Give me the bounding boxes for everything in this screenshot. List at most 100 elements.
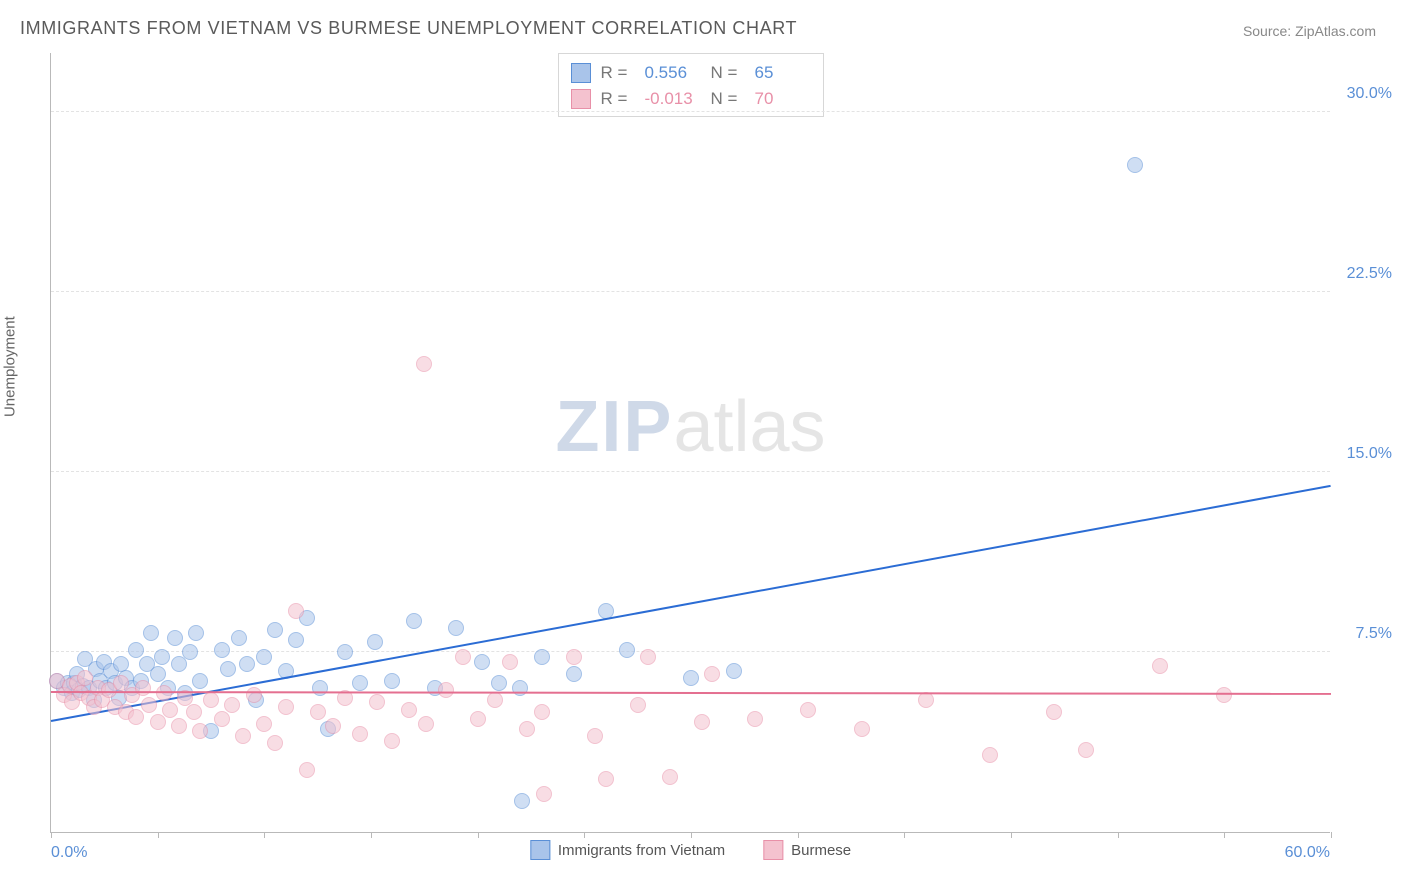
scatter-point bbox=[235, 728, 251, 744]
scatter-point bbox=[256, 649, 272, 665]
n-value-vietnam: 65 bbox=[755, 60, 811, 86]
x-tick bbox=[51, 832, 52, 838]
scatter-point bbox=[312, 680, 328, 696]
y-tick-label: 22.5% bbox=[1347, 265, 1392, 283]
watermark-atlas: atlas bbox=[673, 387, 825, 467]
n-value-burmese: 70 bbox=[755, 86, 811, 112]
scatter-point bbox=[384, 673, 400, 689]
scatter-point bbox=[854, 721, 870, 737]
scatter-point bbox=[487, 692, 503, 708]
scatter-point bbox=[288, 632, 304, 648]
scatter-point bbox=[135, 680, 151, 696]
scatter-point bbox=[438, 682, 454, 698]
scatter-point bbox=[203, 692, 219, 708]
watermark: ZIPatlas bbox=[555, 386, 825, 468]
swatch-vietnam bbox=[571, 63, 591, 83]
scatter-point bbox=[455, 649, 471, 665]
x-tick bbox=[1331, 832, 1332, 838]
scatter-point bbox=[619, 642, 635, 658]
scatter-point bbox=[514, 793, 530, 809]
scatter-point bbox=[192, 723, 208, 739]
scatter-point bbox=[150, 714, 166, 730]
scatter-point bbox=[1078, 742, 1094, 758]
scatter-point bbox=[192, 673, 208, 689]
scatter-point bbox=[220, 661, 236, 677]
scatter-point bbox=[747, 711, 763, 727]
scatter-point bbox=[337, 644, 353, 660]
scatter-point bbox=[288, 603, 304, 619]
n-label: N = bbox=[711, 86, 745, 112]
scatter-point bbox=[299, 762, 315, 778]
scatter-point bbox=[278, 699, 294, 715]
scatter-point bbox=[502, 654, 518, 670]
scatter-point bbox=[224, 697, 240, 713]
scatter-point bbox=[566, 649, 582, 665]
scatter-point bbox=[418, 716, 434, 732]
scatter-point bbox=[182, 644, 198, 660]
scatter-point bbox=[369, 694, 385, 710]
source-prefix: Source: bbox=[1243, 23, 1295, 39]
scatter-point bbox=[141, 697, 157, 713]
scatter-point bbox=[662, 769, 678, 785]
x-tick bbox=[904, 832, 905, 838]
x-tick bbox=[1118, 832, 1119, 838]
r-value-vietnam: 0.556 bbox=[645, 60, 701, 86]
scatter-point bbox=[256, 716, 272, 732]
scatter-point bbox=[630, 697, 646, 713]
scatter-point bbox=[128, 709, 144, 725]
scatter-point bbox=[726, 663, 742, 679]
scatter-point bbox=[154, 649, 170, 665]
scatter-point bbox=[231, 630, 247, 646]
x-tick-max: 60.0% bbox=[1285, 844, 1330, 862]
scatter-point bbox=[566, 666, 582, 682]
scatter-point bbox=[534, 704, 550, 720]
chart-source: Source: ZipAtlas.com bbox=[1243, 23, 1376, 39]
watermark-zip: ZIP bbox=[555, 387, 673, 467]
legend-label-vietnam: Immigrants from Vietnam bbox=[558, 842, 725, 859]
scatter-point bbox=[491, 675, 507, 691]
scatter-point bbox=[982, 747, 998, 763]
chart-container: Unemployment ZIPatlas R = 0.556 N = 65 R… bbox=[0, 43, 1406, 875]
scatter-point bbox=[352, 675, 368, 691]
scatter-point bbox=[267, 735, 283, 751]
swatch-burmese bbox=[763, 840, 783, 860]
scatter-point bbox=[352, 726, 368, 742]
stats-row-vietnam: R = 0.556 N = 65 bbox=[571, 60, 811, 86]
scatter-point bbox=[406, 613, 422, 629]
gridline bbox=[51, 471, 1330, 472]
chart-title: IMMIGRANTS FROM VIETNAM VS BURMESE UNEMP… bbox=[20, 18, 797, 39]
y-tick-label: 15.0% bbox=[1347, 445, 1392, 463]
scatter-point bbox=[704, 666, 720, 682]
legend-item-burmese: Burmese bbox=[763, 840, 851, 860]
y-tick-label: 7.5% bbox=[1356, 625, 1392, 643]
scatter-point bbox=[519, 721, 535, 737]
bottom-legend: Immigrants from Vietnam Burmese bbox=[530, 840, 851, 860]
scatter-point bbox=[214, 642, 230, 658]
scatter-point bbox=[1046, 704, 1062, 720]
x-tick bbox=[264, 832, 265, 838]
x-tick bbox=[371, 832, 372, 838]
gridline bbox=[51, 111, 1330, 112]
swatch-burmese bbox=[571, 89, 591, 109]
scatter-point bbox=[598, 771, 614, 787]
stats-legend: R = 0.556 N = 65 R = -0.013 N = 70 bbox=[558, 53, 824, 117]
scatter-point bbox=[171, 718, 187, 734]
scatter-point bbox=[416, 356, 432, 372]
gridline bbox=[51, 291, 1330, 292]
scatter-point bbox=[367, 634, 383, 650]
r-label: R = bbox=[601, 86, 635, 112]
scatter-point bbox=[470, 711, 486, 727]
scatter-point bbox=[694, 714, 710, 730]
trendline bbox=[51, 691, 1331, 695]
x-tick-min: 0.0% bbox=[51, 844, 87, 862]
y-tick-label: 30.0% bbox=[1347, 85, 1392, 103]
x-tick bbox=[1224, 832, 1225, 838]
scatter-point bbox=[167, 630, 183, 646]
scatter-point bbox=[239, 656, 255, 672]
x-tick bbox=[691, 832, 692, 838]
scatter-point bbox=[267, 622, 283, 638]
r-label: R = bbox=[601, 60, 635, 86]
n-label: N = bbox=[711, 60, 745, 86]
source-name: ZipAtlas.com bbox=[1295, 23, 1376, 39]
scatter-point bbox=[587, 728, 603, 744]
